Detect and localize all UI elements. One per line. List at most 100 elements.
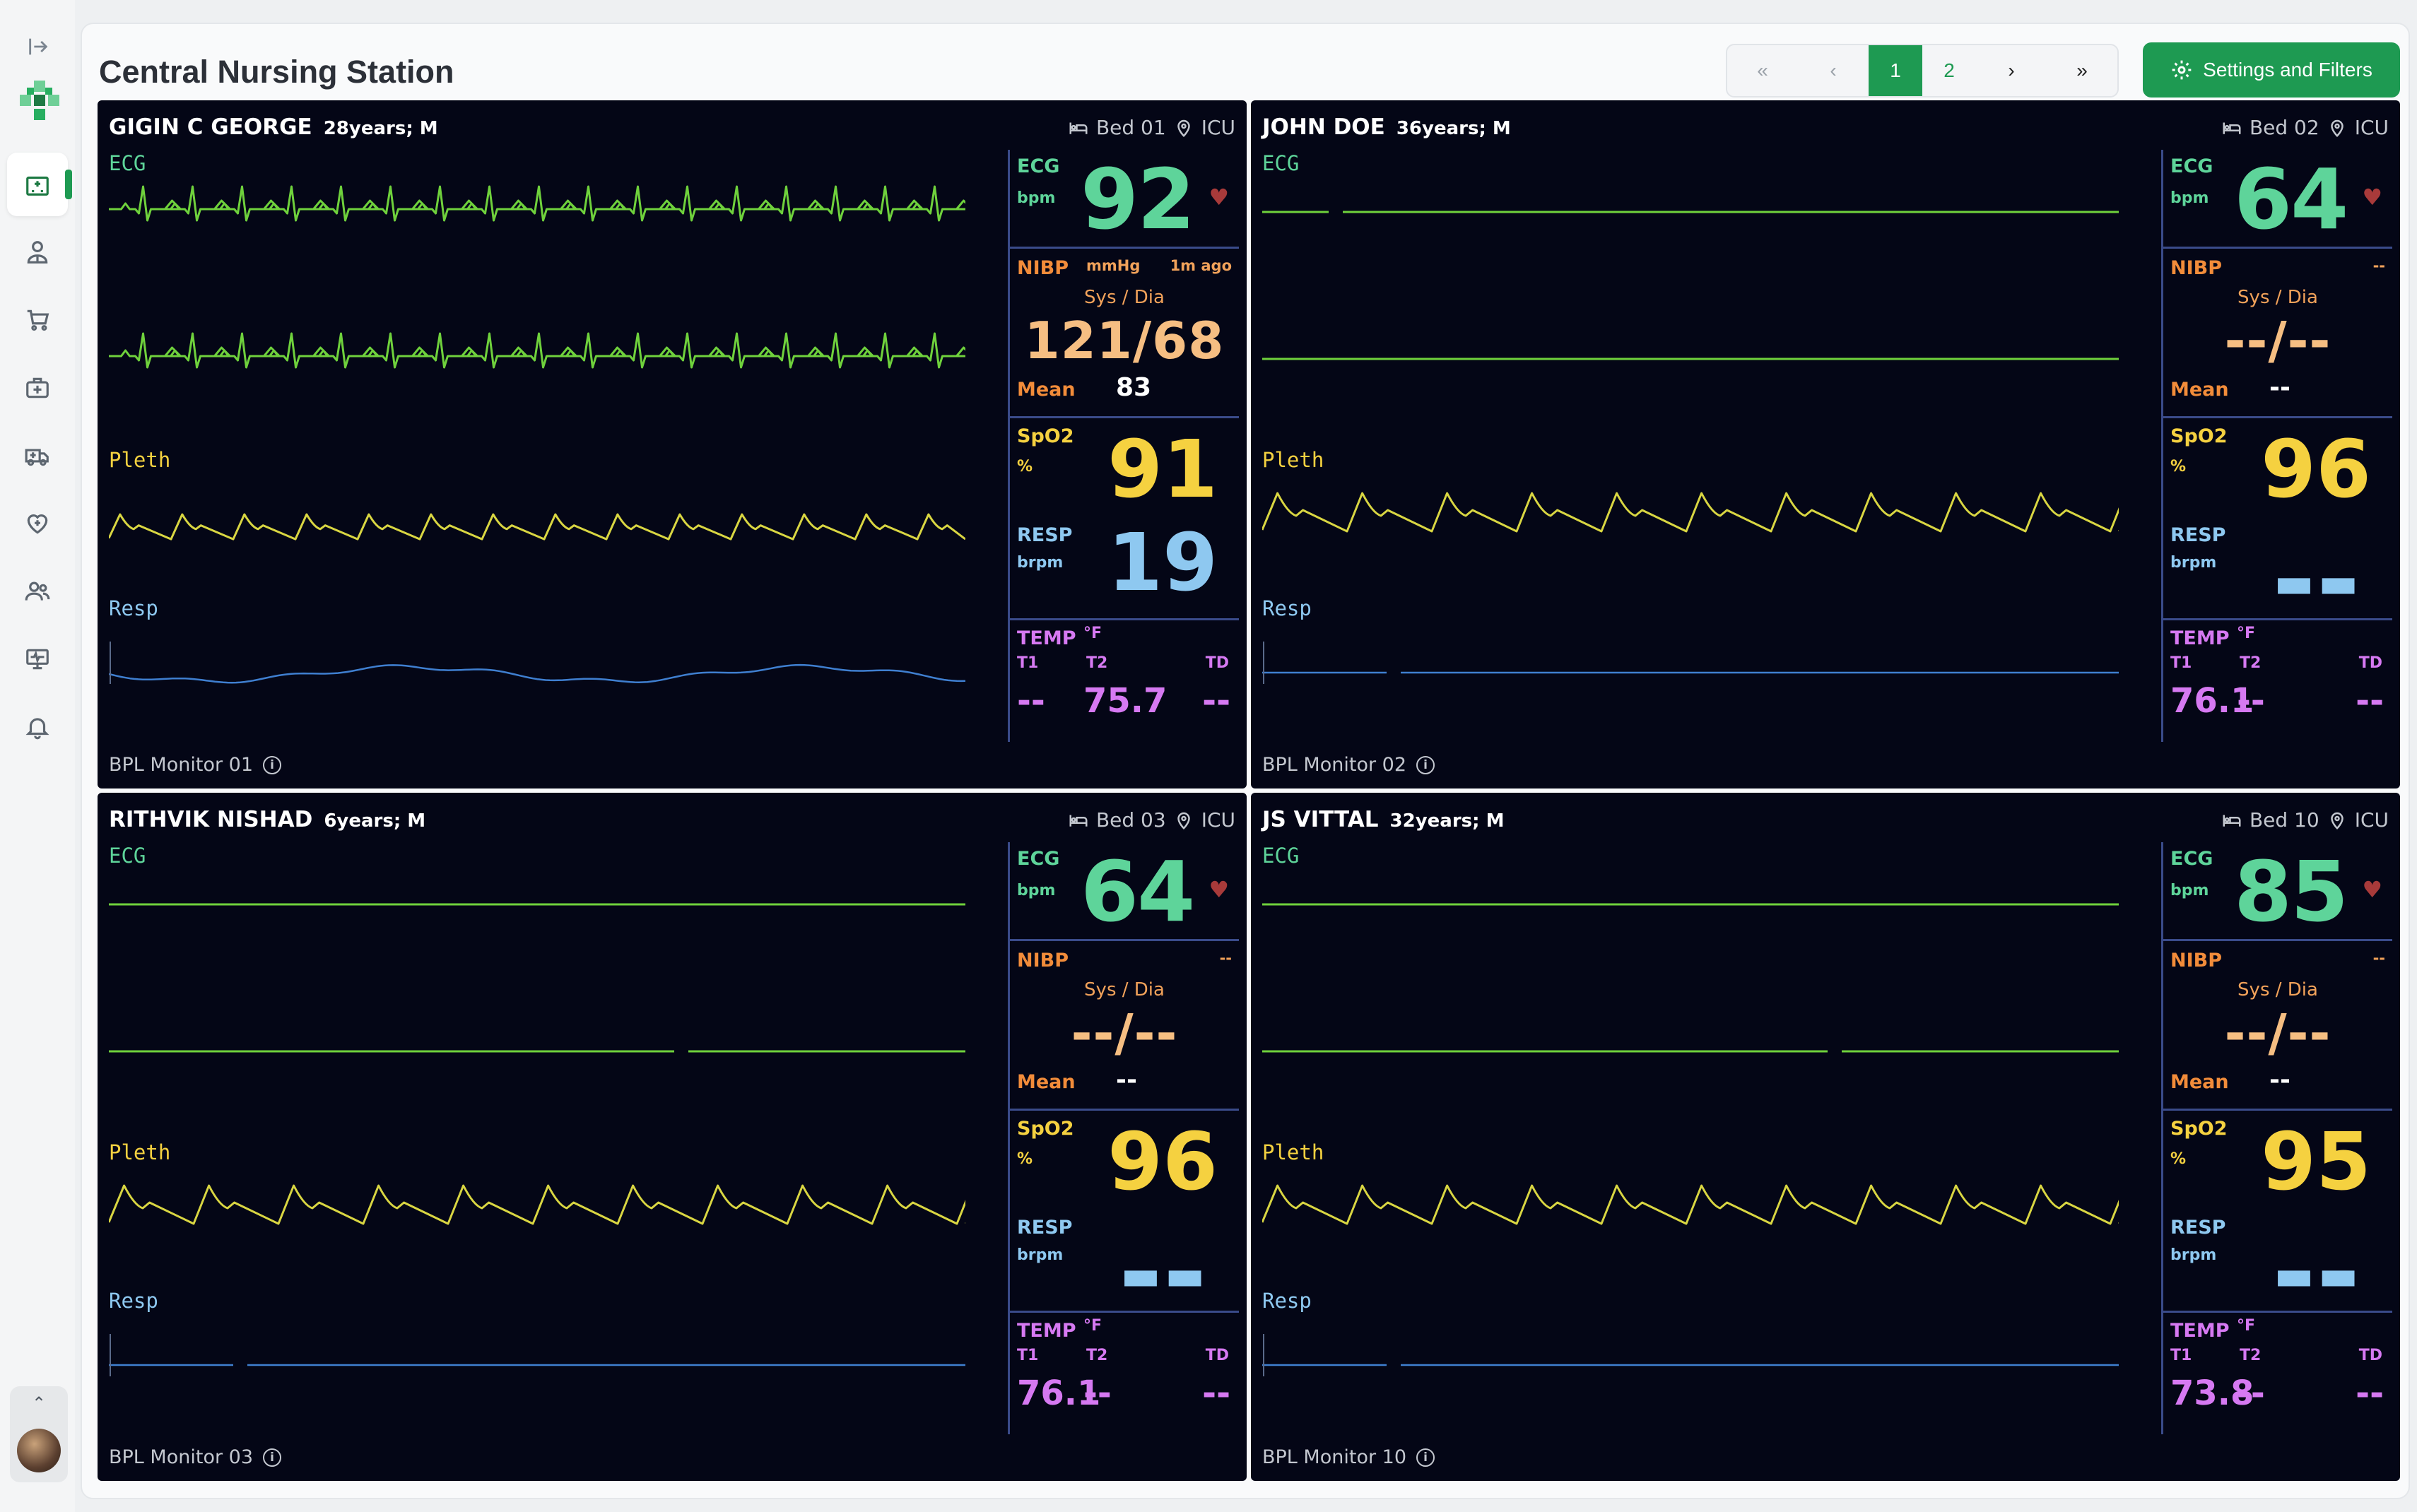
temp-unit: °F xyxy=(2237,1317,2256,1335)
hospital-icon xyxy=(26,176,49,196)
ecg-unit: bpm xyxy=(1017,189,1056,207)
settings-and-filters-button[interactable]: Settings and Filters xyxy=(2143,42,2400,98)
resp-wave-label: Resp xyxy=(1262,596,1312,620)
avatar[interactable] xyxy=(17,1429,61,1472)
patient-monitor-panel[interactable]: JOHN DOE 36years; M Bed 02 ICU ECG Pleth … xyxy=(1251,100,2400,789)
ecg-wave-label: ECG xyxy=(109,151,146,175)
heart-icon: ♥ xyxy=(2362,876,2382,903)
sidebar-item-medical-kit[interactable] xyxy=(7,356,68,420)
ecg-vital-label: ECG xyxy=(2170,155,2213,177)
nibp-measured-time: -- xyxy=(2372,257,2385,274)
heart-plus-icon xyxy=(27,514,48,534)
patient-monitor-panel[interactable]: RITHVIK NISHAD 6years; M Bed 03 ICU ECG P… xyxy=(98,793,1247,1481)
temp-vital: TEMP °F T1 T2 TD 76.1 -- -- xyxy=(2163,620,2392,742)
patient-monitor-panel[interactable]: JS VITTAL 32years; M Bed 10 ICU ECG Pleth… xyxy=(1251,793,2400,1481)
heart-icon: ♥ xyxy=(1208,876,1229,903)
resp-waveform xyxy=(109,663,965,684)
pleth-wave-label: Pleth xyxy=(1262,448,1324,472)
expand-sidebar-icon[interactable] xyxy=(23,31,54,62)
ecg-waveform-lead2 xyxy=(109,332,965,369)
sidebar-item-users[interactable] xyxy=(7,560,68,623)
ward-name: ICU xyxy=(2354,116,2389,139)
resp-value: ▬▬ xyxy=(1120,1251,1209,1300)
sys-dia-label: Sys / Dia xyxy=(1084,287,1165,308)
patient-age-sex: 6years; M xyxy=(324,810,426,832)
heart-icon: ♥ xyxy=(1208,184,1229,211)
waveform-canvas xyxy=(1262,903,2119,1376)
ecg-vital: ECG bpm 64 ♥ xyxy=(2163,150,2392,249)
resp-unit: brpm xyxy=(2170,1246,2217,1264)
patient-age-sex: 32years; M xyxy=(1389,810,1505,832)
t2-label: T2 xyxy=(1086,1347,1108,1364)
info-icon[interactable]: i xyxy=(263,1448,282,1467)
monitor-label-text: BPL Monitor 03 xyxy=(109,1446,254,1468)
pleth-waveform xyxy=(1262,1184,2119,1225)
temp-label: TEMP xyxy=(1017,1320,1076,1342)
t1-value: -- xyxy=(1017,681,1045,721)
t1-label: T1 xyxy=(1017,1347,1039,1364)
pleth-waveform xyxy=(109,513,965,541)
sidebar-item-notifications[interactable] xyxy=(7,695,68,759)
resp-label: RESP xyxy=(1017,524,1073,546)
nibp-unit: mmHg xyxy=(1086,257,1141,274)
spo2-unit: % xyxy=(2170,1150,2187,1168)
ecg-unit: bpm xyxy=(2170,882,2209,899)
app-logo-icon[interactable] xyxy=(17,78,62,123)
spo2-label: SpO2 xyxy=(1017,1118,1074,1140)
sidebar-item-doctor[interactable] xyxy=(7,220,68,284)
info-icon[interactable]: i xyxy=(263,755,282,774)
user-menu[interactable]: ⌃ xyxy=(10,1386,68,1482)
pleth-wave-label: Pleth xyxy=(109,1140,171,1164)
patient-monitor-panel[interactable]: GIGIN C GEORGE 28years; M Bed 01 ICU ECG … xyxy=(98,100,1247,789)
sidebar: ⌃ xyxy=(0,0,75,1512)
patient-name: JOHN DOE xyxy=(1262,114,1385,140)
users-icon xyxy=(25,581,50,601)
td-value: -- xyxy=(1202,681,1230,721)
t2-label: T2 xyxy=(2240,654,2262,672)
temp-label: TEMP xyxy=(2170,627,2230,649)
mean-label: Mean xyxy=(1017,1071,1076,1093)
sidebar-item-ambulance[interactable] xyxy=(7,424,68,488)
chevron-up-icon[interactable]: ⌃ xyxy=(31,1393,47,1413)
ambulance-icon xyxy=(25,449,49,466)
spo2-value: 95 xyxy=(2261,1116,2371,1208)
sys-dia-label: Sys / Dia xyxy=(2237,979,2318,1000)
info-icon[interactable]: i xyxy=(1416,755,1435,774)
sidebar-item-hospital[interactable] xyxy=(7,153,72,216)
sidebar-item-health[interactable] xyxy=(7,492,68,555)
resp-value: ▬▬ xyxy=(2274,1251,2363,1300)
temp-vital: TEMP °F T1 T2 TD 76.1 -- -- xyxy=(1010,1313,1239,1434)
pleth-waveform xyxy=(109,1184,965,1225)
patient-name: JS VITTAL xyxy=(1262,807,1379,832)
spo2-value: 91 xyxy=(1107,424,1218,516)
last-page-button[interactable]: » xyxy=(2076,59,2088,81)
bell-icon xyxy=(25,718,49,740)
page-2-button[interactable]: 2 xyxy=(1943,59,1955,81)
bed-number: Bed 10 xyxy=(2249,808,2319,832)
sidebar-item-cart[interactable] xyxy=(7,288,68,352)
spo2-value: 96 xyxy=(2261,424,2371,516)
t1-value: 76.1 xyxy=(2170,681,2254,721)
pleth-waveform xyxy=(1262,492,2119,533)
location-pin-icon xyxy=(2330,119,2344,137)
first-page-button[interactable]: « xyxy=(1757,59,1768,81)
temp-unit: °F xyxy=(1083,625,1102,642)
ecg-waveform xyxy=(109,185,965,222)
nibp-vital: NIBP -- Sys / Dia --/-- Mean -- xyxy=(2163,941,2392,1111)
td-label: TD xyxy=(1205,1347,1229,1364)
t1-value: 76.1 xyxy=(1017,1374,1101,1413)
info-icon[interactable]: i xyxy=(1416,1448,1435,1467)
resp-unit: brpm xyxy=(1017,1246,1064,1264)
ecg-wave-label: ECG xyxy=(109,844,146,868)
heart-rate-value: 64 xyxy=(2234,150,2348,248)
page-1-button[interactable]: 1 xyxy=(1869,45,1922,96)
ecg-vital: ECG bpm 92 ♥ xyxy=(1010,150,1239,249)
t2-value: 75.7 xyxy=(1083,681,1168,721)
patient-age-sex: 28years; M xyxy=(323,118,438,139)
next-page-button[interactable]: › xyxy=(2008,59,2015,81)
previous-page-button[interactable]: ‹ xyxy=(1830,59,1837,81)
nibp-measured-time: -- xyxy=(2372,950,2385,967)
mean-pressure-value: -- xyxy=(2269,1065,2290,1094)
sidebar-item-monitor[interactable] xyxy=(7,627,68,691)
cart-icon xyxy=(27,309,49,331)
